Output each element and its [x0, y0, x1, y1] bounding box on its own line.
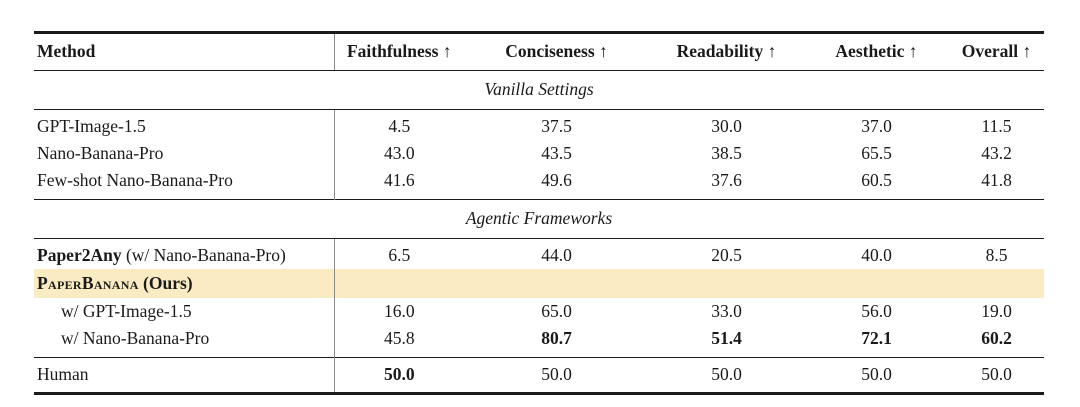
aesthetic-value: 50.0: [804, 357, 949, 394]
method-label: Paper2Any (w/ Nano-Banana-Pro): [34, 239, 334, 270]
section-label: Agentic Frameworks: [34, 199, 1044, 239]
overall-value: 11.5: [981, 116, 1012, 136]
row-gpt-image-15: GPT-Image-1.5 4.5 37.5 30.0 37.0 11.5: [34, 109, 1044, 140]
faithfulness-value-best: 50.0: [333, 357, 464, 394]
row-ours-nano-banana-pro: w/ Nano-Banana-Pro 45.8 80.7 51.4 72.1 6…: [34, 325, 1044, 358]
conciseness-value: 50.0: [464, 357, 649, 394]
faithfulness-value: 41.6: [333, 167, 464, 200]
overall-value-best: 60.2: [981, 328, 1012, 348]
conciseness-value: 37.5: [541, 116, 572, 136]
readability-value: 37.6: [711, 170, 742, 190]
faithfulness-value: 6.5: [333, 238, 464, 269]
column-header-conciseness: Conciseness ↑: [464, 32, 649, 71]
method-label: w/ Nano-Banana-Pro: [61, 328, 210, 348]
column-header-readability: Readability ↑: [649, 32, 804, 71]
overall-value: 41.8: [981, 170, 1012, 190]
method-name-suffix: (w/ Nano-Banana-Pro): [121, 245, 286, 265]
faithfulness-value: 4.5: [333, 109, 464, 140]
overall-value: 19.0: [981, 301, 1012, 321]
readability-value: 20.5: [711, 245, 742, 265]
empty-values-cell: [333, 269, 1044, 298]
readability-value: 38.5: [711, 143, 742, 163]
readability-value: 50.0: [649, 357, 804, 394]
conciseness-value-best: 80.7: [541, 328, 572, 348]
aesthetic-value-best: 72.1: [861, 328, 892, 348]
section-header-vanilla-settings: Vanilla Settings: [34, 70, 1044, 110]
conciseness-value: 49.6: [541, 170, 572, 190]
row-paperbanana-ours-highlighted: PaperBanana (Ours): [34, 269, 1044, 298]
row-human: Human 50.0 50.0 50.0 50.0 50.0: [34, 357, 1044, 394]
row-few-shot-nano-banana-pro: Few-shot Nano-Banana-Pro 41.6 49.6 37.6 …: [34, 167, 1044, 200]
aesthetic-value: 56.0: [861, 301, 892, 321]
row-ours-gpt-image-15: w/ GPT-Image-1.5 16.0 65.0 33.0 56.0 19.…: [34, 298, 1044, 325]
conciseness-value: 43.5: [541, 143, 572, 163]
aesthetic-value: 60.5: [861, 170, 892, 190]
conciseness-value: 65.0: [541, 301, 572, 321]
column-header-aesthetic: Aesthetic ↑: [804, 32, 949, 71]
faithfulness-value: 16.0: [333, 298, 464, 325]
aesthetic-value: 65.5: [861, 143, 892, 163]
aesthetic-value: 37.0: [861, 116, 892, 136]
method-label: GPT-Image-1.5: [37, 116, 146, 136]
readability-value-best: 51.4: [711, 328, 742, 348]
overall-value: 50.0: [949, 357, 1044, 394]
method-name-suffix: (Ours): [138, 273, 193, 293]
aesthetic-value: 40.0: [861, 245, 892, 265]
method-name-bold: Paper2Any: [37, 245, 122, 265]
column-header-faithfulness: Faithfulness ↑: [333, 32, 464, 71]
row-paper2any: Paper2Any (w/ Nano-Banana-Pro) 6.5 44.0 …: [34, 238, 1044, 270]
method-label: Human: [34, 357, 334, 394]
readability-value: 30.0: [711, 116, 742, 136]
column-header-overall: Overall ↑: [949, 32, 1044, 71]
method-name-smallcaps: PaperBanana: [37, 273, 139, 293]
faithfulness-value: 45.8: [333, 325, 464, 358]
row-nano-banana-pro: Nano-Banana-Pro 43.0 43.5 38.5 65.5 43.2: [34, 140, 1044, 167]
readability-value: 33.0: [711, 301, 742, 321]
method-label: w/ GPT-Image-1.5: [61, 301, 192, 321]
faithfulness-value: 43.0: [333, 140, 464, 167]
method-label: Nano-Banana-Pro: [37, 143, 164, 163]
evaluation-results-table: Method Faithfulness ↑ Conciseness ↑ Read…: [34, 31, 1044, 395]
method-label: Few-shot Nano-Banana-Pro: [37, 170, 233, 190]
conciseness-value: 44.0: [541, 245, 572, 265]
section-header-agentic-frameworks: Agentic Frameworks: [34, 199, 1044, 239]
method-label: PaperBanana (Ours): [34, 269, 334, 298]
overall-value: 43.2: [981, 143, 1012, 163]
section-label: Vanilla Settings: [34, 70, 1044, 110]
overall-value: 8.5: [985, 245, 1008, 265]
column-header-method: Method: [34, 32, 334, 71]
table-header-row: Method Faithfulness ↑ Conciseness ↑ Read…: [34, 32, 1044, 71]
